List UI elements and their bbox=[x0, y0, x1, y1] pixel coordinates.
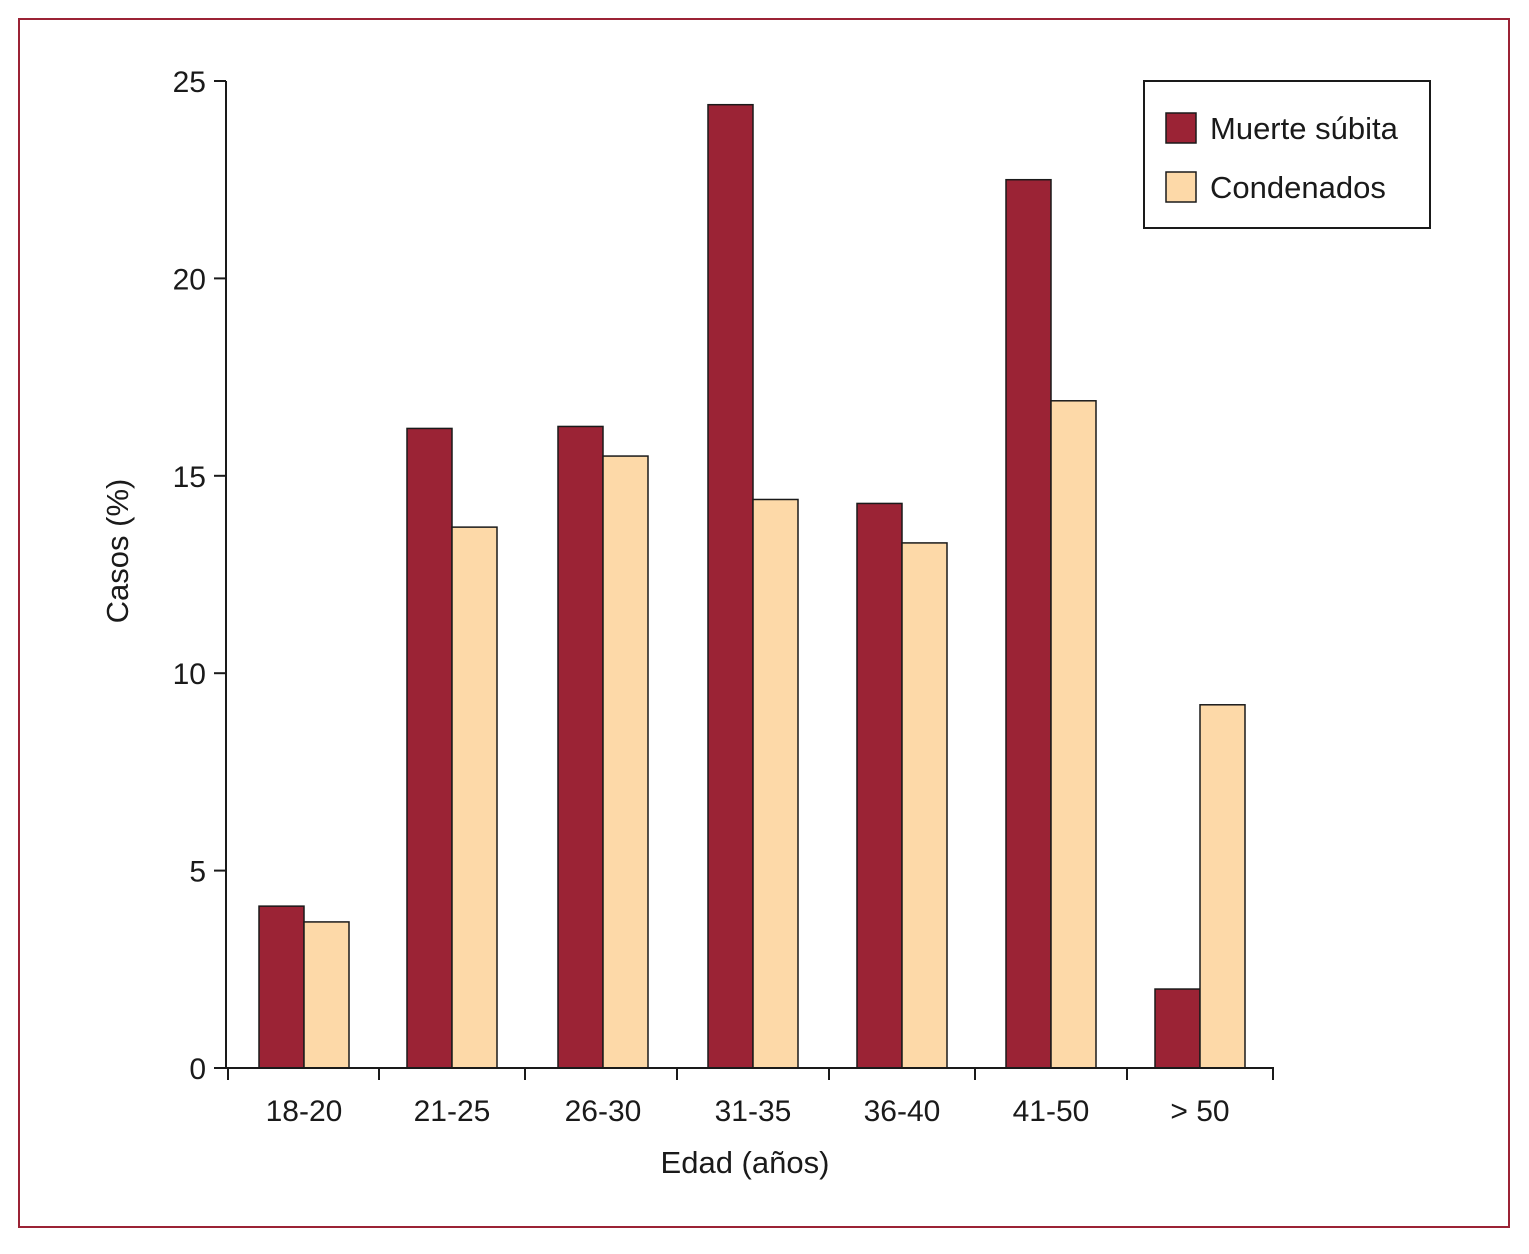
y-tick-label: 25 bbox=[173, 66, 206, 99]
y-tick-label: 5 bbox=[189, 856, 206, 889]
y-tick-label: 15 bbox=[173, 461, 206, 494]
x-ticks: 18-20 21-25 26-30 31-35 36-40 41-50 > 50 bbox=[227, 1068, 1274, 1128]
bars-layer bbox=[258, 103, 1246, 1069]
bar-muerte-s-bita-26-30 bbox=[557, 425, 604, 1069]
x-axis-title: Edad (años) bbox=[661, 1145, 830, 1180]
y-ticks: 0 5 10 15 20 25 bbox=[173, 66, 226, 1086]
legend: Muerte súbita Condenados bbox=[1143, 80, 1431, 229]
bar-muerte-s-bita-36-40 bbox=[856, 502, 903, 1069]
bar-muerte-s-bita-41-50 bbox=[1005, 178, 1052, 1069]
x-tick-label-26-30: 26-30 bbox=[565, 1095, 642, 1128]
bar-muerte-s-bita-50 bbox=[1154, 988, 1201, 1069]
y-tick-label: 0 bbox=[189, 1053, 206, 1086]
y-axis-title: Casos (%) bbox=[100, 479, 135, 624]
bar-condenados-31-35 bbox=[752, 498, 799, 1069]
x-tick-label-31-35: 31-35 bbox=[715, 1095, 792, 1128]
bar-condenados-50 bbox=[1199, 704, 1246, 1069]
x-tick-label-18-20: 18-20 bbox=[266, 1095, 343, 1128]
y-tick-label: 10 bbox=[173, 658, 206, 691]
x-tick-label-41-50: 41-50 bbox=[1013, 1095, 1090, 1128]
x-tick-label-21-25: 21-25 bbox=[414, 1095, 491, 1128]
legend-label-condenados: Condenados bbox=[1210, 170, 1386, 205]
legend-swatch-condenados bbox=[1165, 171, 1197, 203]
y-tick-label: 20 bbox=[173, 263, 206, 296]
bar-condenados-36-40 bbox=[901, 542, 948, 1069]
bar-muerte-s-bita-31-35 bbox=[707, 103, 754, 1069]
legend-label-muerte-subita: Muerte súbita bbox=[1210, 111, 1399, 146]
bar-muerte-s-bita-18-20 bbox=[258, 905, 305, 1069]
legend-swatch-muerte-subita bbox=[1165, 112, 1197, 144]
bar-condenados-41-50 bbox=[1050, 400, 1097, 1069]
bar-condenados-18-20 bbox=[303, 921, 350, 1069]
bar-condenados-26-30 bbox=[602, 455, 649, 1069]
axes-layer bbox=[225, 81, 1274, 1069]
x-tick-label-50: > 50 bbox=[1170, 1095, 1229, 1128]
legend-box bbox=[1143, 80, 1431, 229]
x-tick-label-36-40: 36-40 bbox=[864, 1095, 941, 1128]
bar-muerte-s-bita-21-25 bbox=[406, 427, 453, 1069]
bar-condenados-21-25 bbox=[451, 526, 498, 1069]
